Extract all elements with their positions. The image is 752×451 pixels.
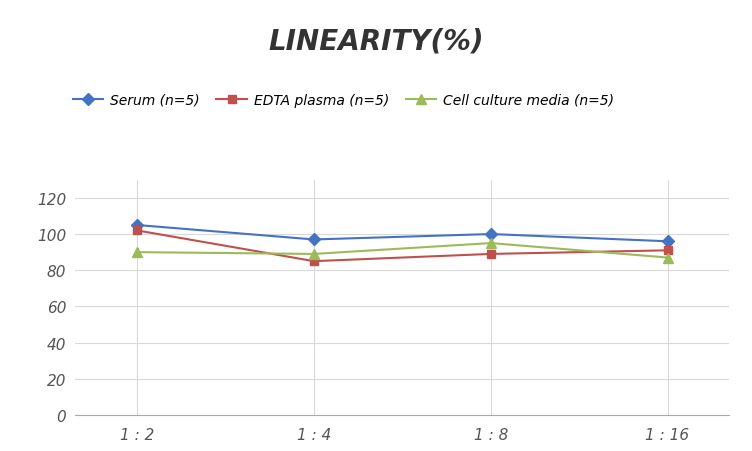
Cell culture media (n=5) — [487, 241, 496, 246]
EDTA plasma (n=5) — [132, 228, 141, 234]
EDTA plasma (n=5) — [663, 248, 672, 253]
Cell culture media (n=5) — [132, 250, 141, 255]
Serum (n=5) — [309, 237, 318, 243]
EDTA plasma (n=5) — [309, 259, 318, 264]
Cell culture media (n=5) — [309, 252, 318, 257]
Line: EDTA plasma (n=5): EDTA plasma (n=5) — [133, 227, 672, 266]
Serum (n=5) — [132, 223, 141, 228]
Serum (n=5) — [487, 232, 496, 237]
Legend: Serum (n=5), EDTA plasma (n=5), Cell culture media (n=5): Serum (n=5), EDTA plasma (n=5), Cell cul… — [67, 88, 620, 113]
Cell culture media (n=5) — [663, 255, 672, 261]
Line: Serum (n=5): Serum (n=5) — [133, 221, 672, 246]
EDTA plasma (n=5) — [487, 252, 496, 257]
Text: LINEARITY(%): LINEARITY(%) — [268, 27, 484, 55]
Line: Cell culture media (n=5): Cell culture media (n=5) — [132, 239, 672, 263]
Serum (n=5) — [663, 239, 672, 244]
